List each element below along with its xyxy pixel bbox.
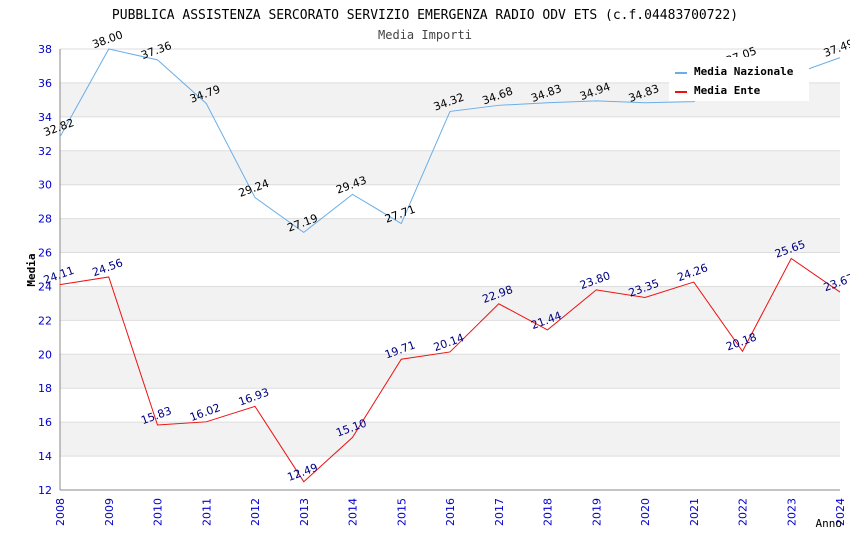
y-tick-label: 20 xyxy=(38,348,52,361)
y-tick-label: 34 xyxy=(38,111,52,124)
x-tick-labels: 2008 2009 2010 2011 2012 2013 2014 2015 2016 2017… xyxy=(54,498,847,526)
x-tick-label: 2020 xyxy=(639,498,652,526)
x-tick-label: 2016 xyxy=(444,498,457,526)
x-tick-label: 2012 xyxy=(249,498,262,526)
y-tick-label: 38 xyxy=(38,43,52,56)
legend-box xyxy=(669,57,809,101)
x-tick-label: 2013 xyxy=(298,498,311,526)
y-tick-label: 18 xyxy=(38,382,52,395)
y-tick-labels: 12 14 16 18 20 22 24 26 28 30 32 34 36 38 xyxy=(38,43,52,497)
axes xyxy=(59,49,840,491)
y-tick-label: 24 xyxy=(38,280,52,293)
y-tick-label: 30 xyxy=(38,179,52,192)
x-tick-label: 2021 xyxy=(688,498,701,526)
data-label: 38.00 xyxy=(91,28,125,51)
x-tick-label: 2009 xyxy=(103,498,116,526)
x-tick-label: 2024 xyxy=(834,498,847,526)
x-axis-label: Anno xyxy=(816,517,843,530)
data-label: 24.56 xyxy=(91,256,125,279)
data-label: 37.49 xyxy=(822,37,850,60)
data-label: 20.14 xyxy=(432,331,466,354)
data-label: 16.93 xyxy=(237,386,271,409)
grid-band xyxy=(60,218,840,253)
x-tick-label: 2023 xyxy=(785,498,798,526)
y-tick-label: 26 xyxy=(38,247,52,260)
x-tick-label: 2015 xyxy=(395,498,408,526)
y-tick-label: 32 xyxy=(38,145,52,158)
grid-band xyxy=(60,150,840,185)
x-tick-label: 2018 xyxy=(542,498,555,526)
legend-label-media-ente: Media Ente xyxy=(694,84,761,97)
x-tick-label: 2019 xyxy=(590,498,603,526)
grid-band xyxy=(60,422,840,457)
x-tick-label: 2017 xyxy=(493,498,506,526)
chart-subtitle: Media Importi xyxy=(378,28,472,42)
x-tick-label: 2010 xyxy=(152,498,165,526)
chart-header: PUBBLICA ASSISTENZA SERCORATO SERVIZIO E… xyxy=(112,8,738,42)
x-tick-label: 2014 xyxy=(347,498,360,526)
gridlines xyxy=(60,48,840,491)
x-tick-label: 2008 xyxy=(54,498,67,526)
data-label: 37.36 xyxy=(139,39,173,62)
chart-title: PUBBLICA ASSISTENZA SERCORATO SERVIZIO E… xyxy=(112,8,738,23)
data-label: 16.02 xyxy=(188,401,222,424)
x-tick-label: 2011 xyxy=(200,498,213,526)
y-tick-label: 14 xyxy=(38,450,52,463)
y-axis-label: Media xyxy=(25,253,38,286)
y-tick-label: 12 xyxy=(38,484,52,497)
series-line-media-ente xyxy=(59,257,841,483)
legend-label-media-nazionale: Media Nazionale xyxy=(694,65,794,78)
background-bands xyxy=(60,82,840,457)
y-tick-label: 36 xyxy=(38,77,52,90)
y-tick-label: 22 xyxy=(38,314,52,327)
y-tick-label: 16 xyxy=(38,416,52,429)
y-tick-label: 28 xyxy=(38,213,52,226)
legend: Media Nazionale Media Ente xyxy=(669,57,809,101)
grid-band xyxy=(60,286,840,321)
data-label: 24.26 xyxy=(676,261,710,284)
grid-band xyxy=(60,354,840,389)
x-tick-label: 2022 xyxy=(737,498,750,526)
